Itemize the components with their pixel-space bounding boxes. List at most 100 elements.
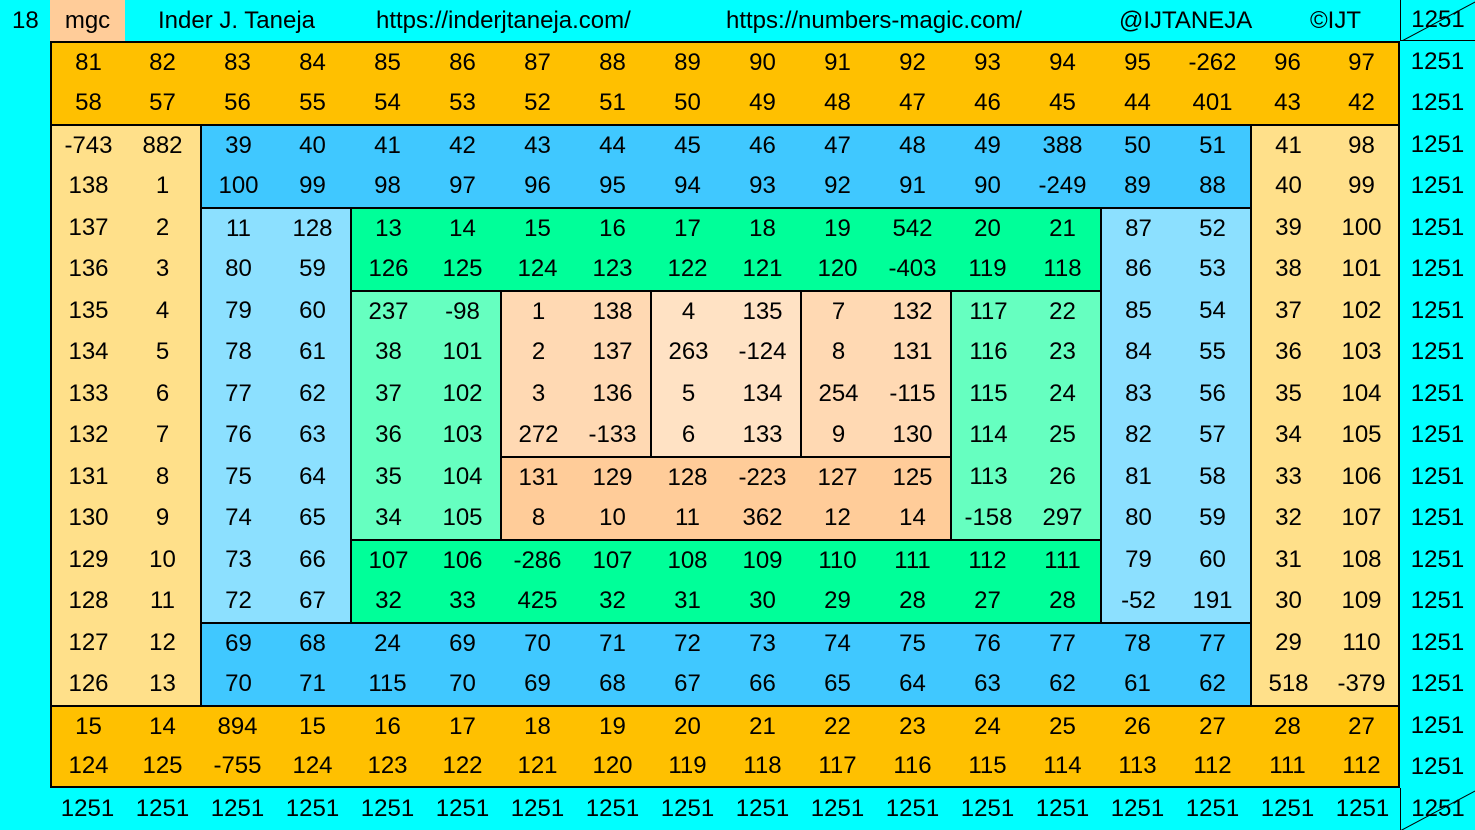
grid-cell[interactable]: 128 (275, 207, 350, 249)
grid-cell[interactable]: 25 (1025, 414, 1100, 456)
grid-cell[interactable]: 19 (575, 705, 650, 747)
grid-cell[interactable]: 35 (1250, 373, 1325, 415)
grid-cell[interactable]: 38 (350, 331, 425, 373)
grid-cell[interactable]: 12 (800, 497, 875, 539)
grid-cell[interactable]: 13 (350, 207, 425, 249)
grid-cell[interactable]: 11 (200, 207, 275, 249)
grid-cell[interactable]: -249 (1025, 165, 1100, 207)
grid-cell[interactable]: 46 (950, 82, 1025, 124)
grid-cell[interactable]: 53 (1175, 248, 1250, 290)
grid-cell[interactable]: 9 (125, 497, 200, 539)
grid-cell[interactable]: 108 (1325, 539, 1400, 581)
grid-cell[interactable]: 24 (950, 705, 1025, 747)
grid-cell[interactable]: 17 (650, 207, 725, 249)
grid-cell[interactable]: 119 (950, 248, 1025, 290)
grid-cell[interactable]: 191 (1175, 580, 1250, 622)
grid-cell[interactable]: 82 (1100, 414, 1175, 456)
grid-cell[interactable]: 85 (1100, 290, 1175, 332)
grid-cell[interactable]: 77 (1025, 622, 1100, 664)
grid-cell[interactable]: 66 (725, 663, 800, 705)
grid-cell[interactable]: 27 (1175, 705, 1250, 747)
grid-cell[interactable]: 95 (575, 165, 650, 207)
grid-cell[interactable]: 43 (1250, 82, 1325, 124)
grid-cell[interactable]: 1 (125, 165, 200, 207)
grid-cell[interactable]: 4 (125, 290, 200, 332)
grid-cell[interactable]: 237 (350, 290, 425, 332)
grid-cell[interactable]: 70 (200, 663, 275, 705)
grid-cell[interactable]: 103 (1325, 331, 1400, 373)
grid-cell[interactable]: 44 (1100, 82, 1175, 124)
grid-cell[interactable]: 29 (1250, 622, 1325, 664)
grid-cell[interactable]: 79 (200, 290, 275, 332)
grid-cell[interactable]: 60 (1175, 539, 1250, 581)
grid-cell[interactable]: 49 (950, 124, 1025, 166)
grid-cell[interactable]: 74 (200, 497, 275, 539)
grid-cell[interactable]: 72 (200, 580, 275, 622)
grid-cell[interactable]: 36 (1250, 331, 1325, 373)
grid-cell[interactable]: -52 (1100, 580, 1175, 622)
grid-cell[interactable]: 105 (425, 497, 500, 539)
grid-cell[interactable]: 77 (200, 373, 275, 415)
grid-cell[interactable]: 130 (50, 497, 125, 539)
grid-cell[interactable]: 111 (1250, 746, 1325, 788)
grid-cell[interactable]: 118 (725, 746, 800, 788)
grid-cell[interactable]: 61 (275, 331, 350, 373)
grid-cell[interactable]: 138 (50, 165, 125, 207)
grid-cell[interactable]: 126 (50, 663, 125, 705)
grid-cell[interactable]: 64 (875, 663, 950, 705)
grid-cell[interactable]: 87 (1100, 207, 1175, 249)
grid-cell[interactable]: 88 (1175, 165, 1250, 207)
grid-cell[interactable]: 57 (1175, 414, 1250, 456)
grid-cell[interactable]: 115 (950, 746, 1025, 788)
grid-cell[interactable]: 263 (650, 331, 725, 373)
grid-cell[interactable]: 6 (125, 373, 200, 415)
grid-cell[interactable]: 106 (425, 539, 500, 581)
grid-cell[interactable]: 37 (1250, 290, 1325, 332)
grid-cell[interactable]: 93 (950, 41, 1025, 83)
grid-cell[interactable]: 69 (500, 663, 575, 705)
grid-cell[interactable]: 134 (725, 373, 800, 415)
grid-cell[interactable]: 40 (275, 124, 350, 166)
grid-cell[interactable]: 97 (425, 165, 500, 207)
grid-cell[interactable]: 53 (425, 82, 500, 124)
grid-cell[interactable]: 115 (350, 663, 425, 705)
grid-cell[interactable]: 60 (275, 290, 350, 332)
grid-cell[interactable]: 115 (950, 373, 1025, 415)
grid-cell[interactable]: 425 (500, 580, 575, 622)
grid-cell[interactable]: 272 (500, 414, 575, 456)
grid-cell[interactable]: 78 (200, 331, 275, 373)
grid-cell[interactable]: 15 (500, 207, 575, 249)
grid-cell[interactable]: 24 (1025, 373, 1100, 415)
grid-cell[interactable]: 26 (1025, 456, 1100, 498)
grid-cell[interactable]: 12 (125, 622, 200, 664)
grid-cell[interactable]: 97 (1325, 41, 1400, 83)
grid-cell[interactable]: 2 (500, 331, 575, 373)
grid-cell[interactable]: 7 (125, 414, 200, 456)
grid-cell[interactable]: 39 (200, 124, 275, 166)
grid-cell[interactable]: 14 (875, 497, 950, 539)
grid-cell[interactable]: 86 (1100, 248, 1175, 290)
grid-cell[interactable]: 542 (875, 207, 950, 249)
grid-cell[interactable]: 17 (425, 705, 500, 747)
grid-cell[interactable]: 98 (1325, 124, 1400, 166)
grid-cell[interactable]: 113 (950, 456, 1025, 498)
grid-cell[interactable]: 42 (425, 124, 500, 166)
grid-cell[interactable]: 518 (1250, 663, 1325, 705)
grid-cell[interactable]: 71 (275, 663, 350, 705)
grid-cell[interactable]: 32 (350, 580, 425, 622)
grid-cell[interactable]: 94 (650, 165, 725, 207)
grid-cell[interactable]: 19 (800, 207, 875, 249)
grid-cell[interactable]: 51 (575, 82, 650, 124)
grid-cell[interactable]: 15 (50, 705, 125, 747)
grid-cell[interactable]: 62 (1175, 663, 1250, 705)
grid-cell[interactable]: 102 (1325, 290, 1400, 332)
grid-cell[interactable]: 124 (50, 746, 125, 788)
grid-cell[interactable]: 297 (1025, 497, 1100, 539)
grid-cell[interactable]: 76 (950, 622, 1025, 664)
grid-cell[interactable]: 41 (350, 124, 425, 166)
grid-cell[interactable]: 1 (500, 290, 575, 332)
grid-cell[interactable]: 61 (1100, 663, 1175, 705)
grid-cell[interactable]: 41 (1250, 124, 1325, 166)
grid-cell[interactable]: 112 (1175, 746, 1250, 788)
grid-cell[interactable]: 54 (350, 82, 425, 124)
